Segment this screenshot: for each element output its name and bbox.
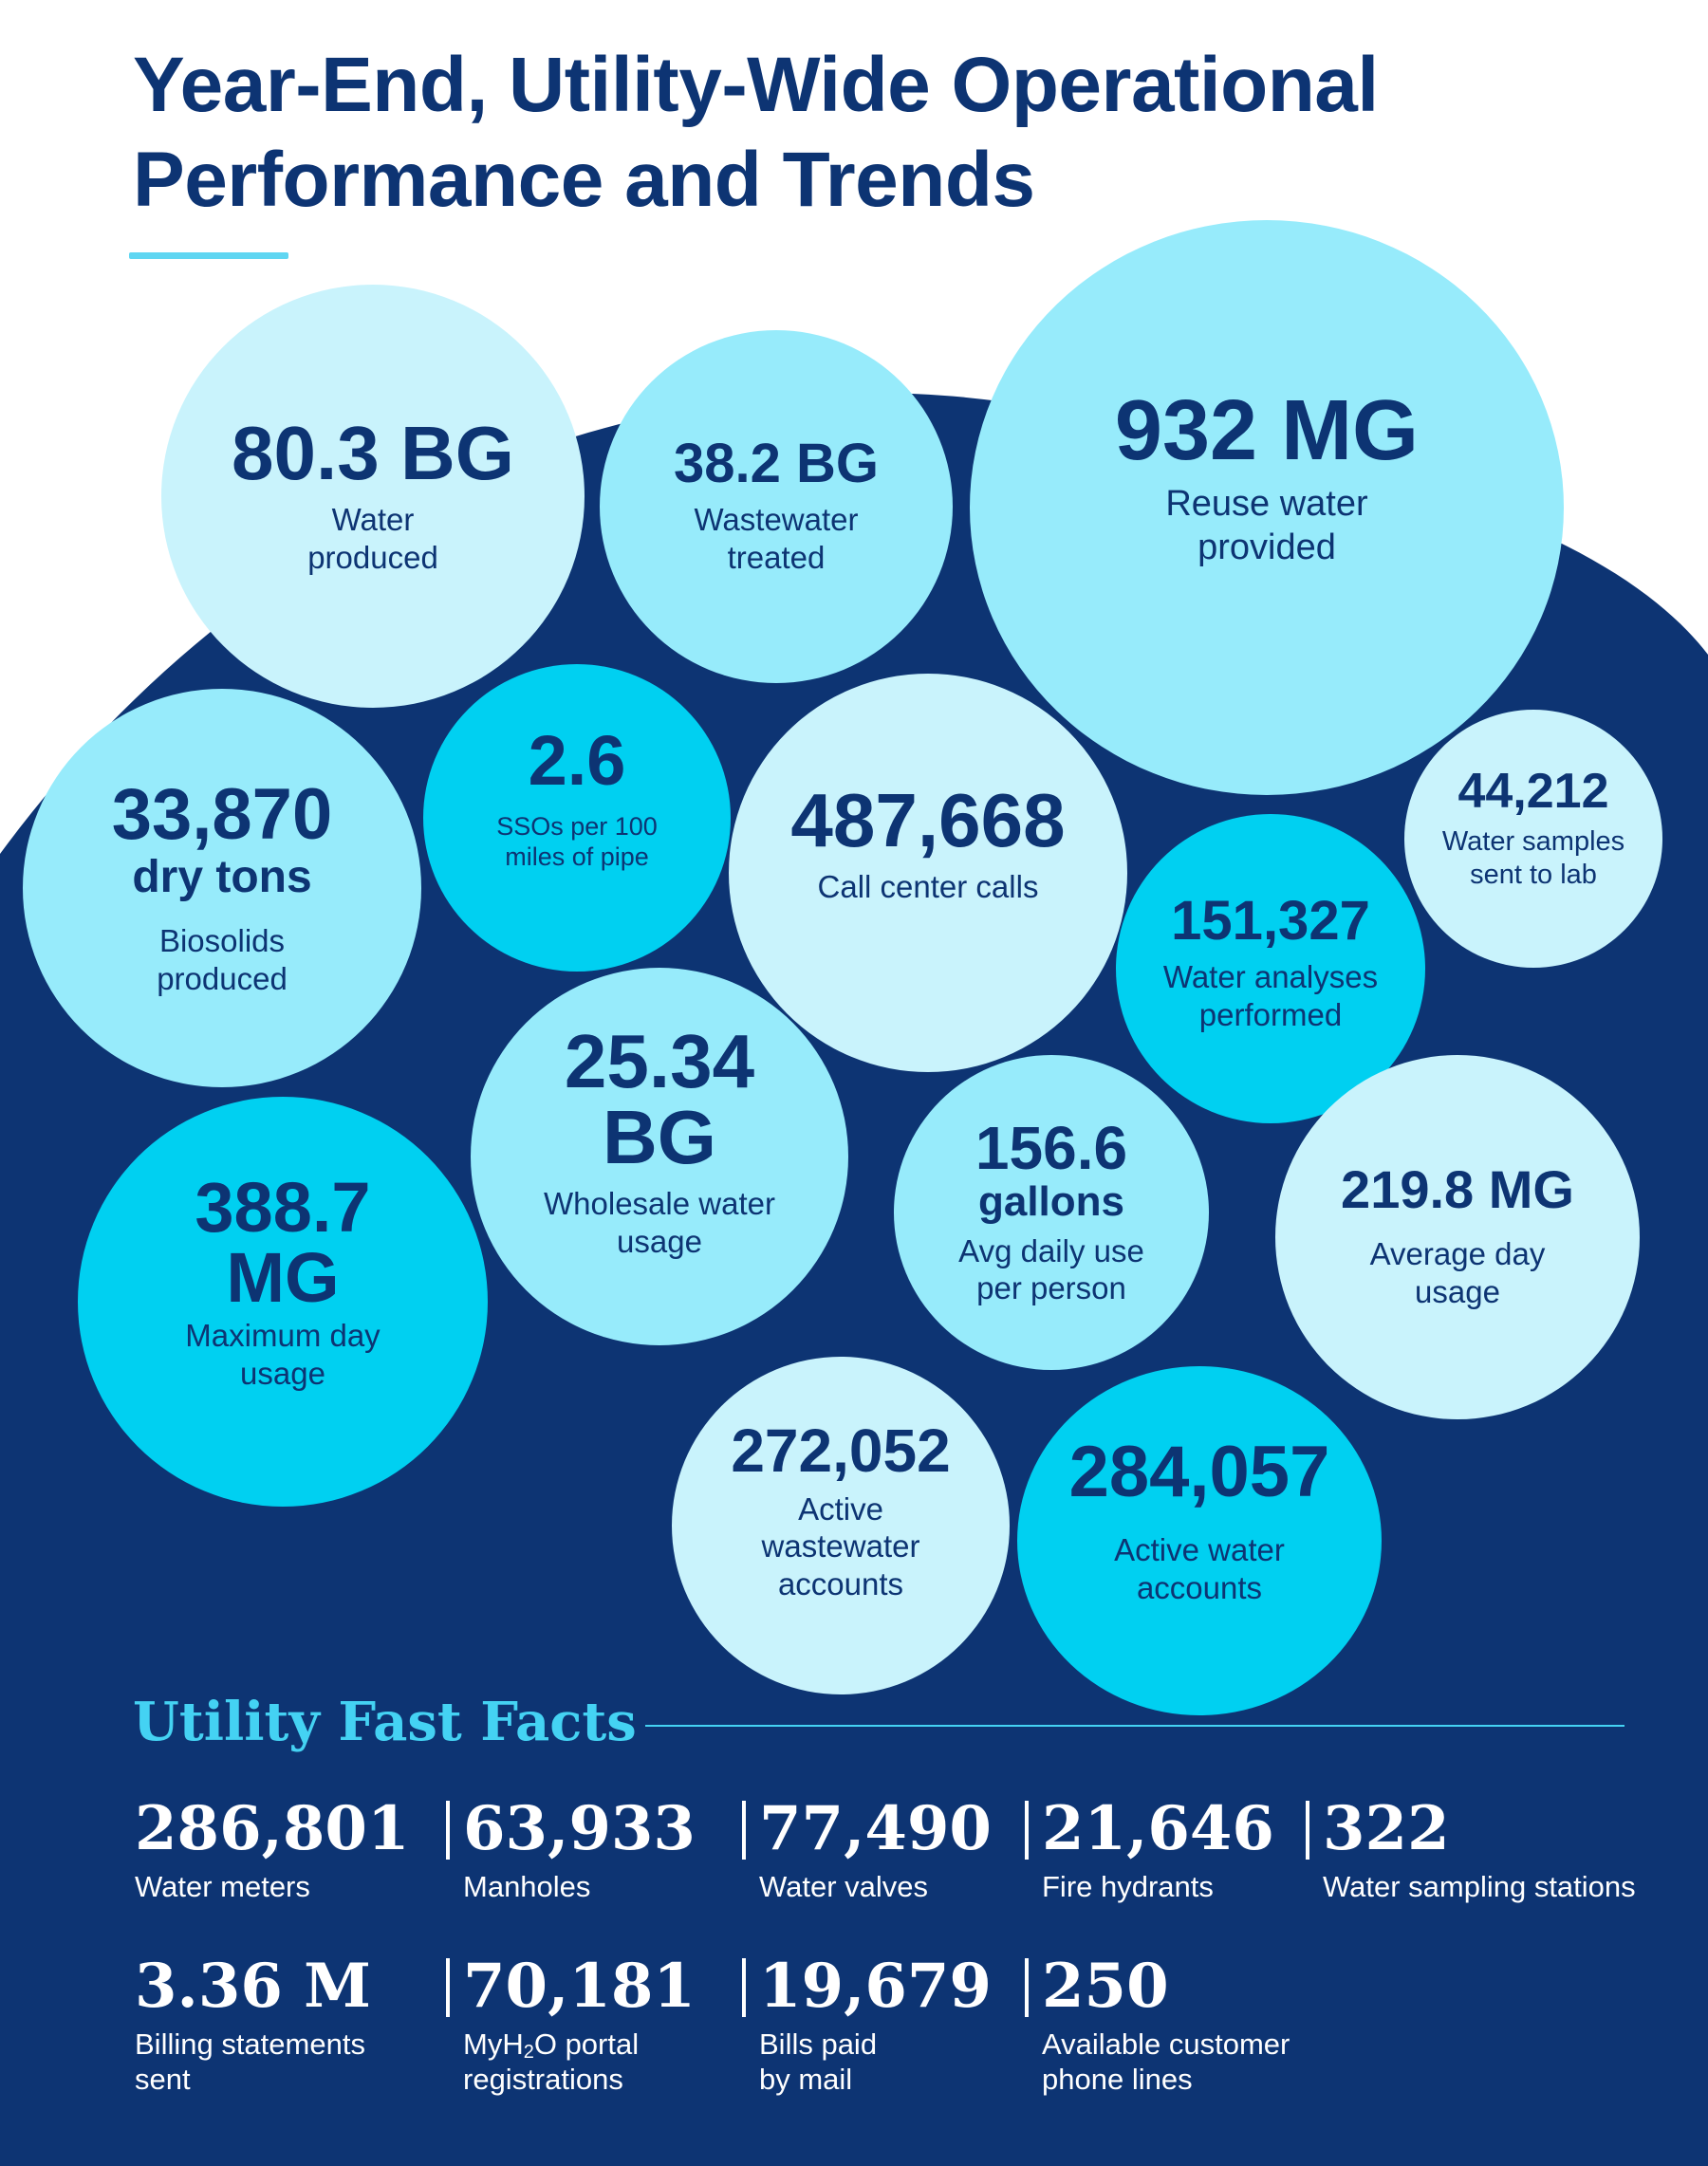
stat-bubble-ssos: 2.6 SSOs per 100 miles of pipe <box>423 664 731 972</box>
stat-label: Avg daily use per person <box>958 1232 1144 1306</box>
stat-value: 388.7 MG <box>195 1168 371 1318</box>
stat-bubble-active-wastewater: 272,052 Active wastewater accounts <box>672 1357 1010 1694</box>
fact-value: 77,490 <box>759 1793 992 1864</box>
fact-label: MyH2O portal registrations <box>463 2027 640 2096</box>
stat-label: Biosolids produced <box>157 923 288 996</box>
stat-label: Active wastewater accounts <box>761 1490 920 1601</box>
fact-separator <box>446 1958 450 2017</box>
stat-bubble-water-produced: 80.3 BG Water produced <box>161 285 585 708</box>
stat-value: 25.34 BG <box>564 1019 755 1180</box>
stat-value: 38.2 BG <box>674 433 879 495</box>
fact-label: Water valves <box>759 1870 929 1903</box>
stat-bubble-max-day-usage: 388.7 MG Maximum day usage <box>78 1097 488 1507</box>
fact-separator <box>742 1801 746 1860</box>
fast-facts-divider <box>645 1725 1624 1727</box>
stat-bubble-avg-day-usage: 219.8 MG Average day usage <box>1275 1055 1640 1419</box>
stat-label: Water samples sent to lab <box>1441 826 1625 890</box>
stat-value: 272,052 <box>731 1416 951 1485</box>
stat-bubble-water-samples: 44,212 Water samples sent to lab <box>1404 710 1662 968</box>
stat-bubble-active-water: 284,057 Active water accounts <box>1017 1366 1382 1715</box>
stat-value: 44,212 <box>1457 764 1609 820</box>
stat-label: Active water accounts <box>1114 1532 1285 1605</box>
fact-value: 286,801 <box>135 1793 410 1864</box>
stat-bubble-biosolids: 33,870 dry tons Biosolids produced <box>23 689 421 1087</box>
stat-bubble-call-center: 487,668 Call center calls <box>729 674 1127 1072</box>
fact-separator <box>1025 1958 1029 2017</box>
stat-label: Water analyses performed <box>1162 959 1379 1032</box>
fact-value: 3.36 M <box>135 1951 371 2022</box>
stat-value: 156.6 <box>975 1114 1128 1183</box>
stat-value: 2.6 <box>528 720 626 800</box>
fact-label: Available customer phone lines <box>1042 2027 1290 2096</box>
stat-value: 33,870 <box>111 773 333 855</box>
stat-bubble-reuse-water: 932 MG Reuse water provided <box>970 220 1564 795</box>
stat-label: SSOs per 100 miles of pipe <box>496 811 658 871</box>
fact-billing-statements: 3.36 M Billing statements sent <box>135 1953 381 2097</box>
fact-bills-paid-by-mail: 19,679 Bills paid by mail <box>742 1951 992 2097</box>
fact-label: Fire hydrants <box>1042 1870 1214 1903</box>
stat-label: Call center calls <box>817 869 1039 905</box>
stat-bubble-wholesale-water: 25.34 BG Wholesale water usage <box>471 968 848 1345</box>
page-title: Year-End, Utility-Wide Operational Perfo… <box>133 42 1379 223</box>
fact-value: 322 <box>1323 1793 1450 1864</box>
fact-label: Billing statements sent <box>135 2027 365 2096</box>
stat-value: 219.8 MG <box>1341 1159 1574 1220</box>
fact-water-sampling-stations: 322 Water sampling stations <box>1306 1793 1636 1904</box>
fact-value: 70,181 <box>463 1951 696 2022</box>
stat-value: 151,327 <box>1171 890 1370 953</box>
stat-value: 932 MG <box>1114 383 1420 479</box>
fact-label: Manholes <box>463 1870 591 1903</box>
stat-label: Average day usage <box>1369 1236 1546 1309</box>
stat-bubble-water-analyses: 151,327 Water analyses performed <box>1116 814 1425 1123</box>
fact-manholes: 63,933 Manholes <box>446 1793 696 1904</box>
title-underline <box>129 252 288 259</box>
fact-phone-lines: 250 Available customer phone lines <box>1025 1951 1308 2097</box>
stat-value: 80.3 BG <box>232 411 514 496</box>
fact-label: Bills paid by mail <box>759 2027 878 2096</box>
fact-fire-hydrants: 21,646 Fire hydrants <box>1025 1793 1274 1904</box>
stat-unit: gallons <box>977 1178 1125 1226</box>
fact-water-valves: 77,490 Water valves <box>742 1793 992 1904</box>
fact-separator <box>1025 1801 1029 1860</box>
stat-label: Water produced <box>307 502 438 575</box>
stat-value: 284,057 <box>1068 1432 1330 1513</box>
fact-separator <box>446 1801 450 1860</box>
fact-value: 63,933 <box>463 1793 696 1864</box>
stat-label: Reuse water provided <box>1165 484 1368 567</box>
fast-facts-title: Utility Fast Facts <box>133 1691 637 1753</box>
stat-bubble-avg-daily-use: 156.6 gallons Avg daily use per person <box>894 1055 1209 1370</box>
stat-label: Wastewater treated <box>694 502 859 575</box>
fact-separator <box>1306 1801 1309 1860</box>
fact-separator <box>742 1958 746 2017</box>
fact-value: 19,679 <box>759 1951 992 2022</box>
fact-value: 250 <box>1042 1951 1169 2022</box>
stat-label: Wholesale water usage <box>544 1186 775 1259</box>
fact-label: Water sampling stations <box>1323 1870 1636 1903</box>
stat-value: 487,668 <box>790 778 1066 863</box>
fact-label: Water meters <box>135 1870 310 1903</box>
stat-bubble-wastewater-treated: 38.2 BG Wastewater treated <box>600 330 953 683</box>
fact-value: 21,646 <box>1042 1793 1274 1864</box>
stat-unit: dry tons <box>132 851 312 902</box>
fact-portal-registrations: 70,181 MyH2O portal registrations <box>446 1951 696 2097</box>
fact-water-meters: 286,801 Water meters <box>135 1795 409 1904</box>
stat-label: Maximum day usage <box>185 1318 381 1391</box>
